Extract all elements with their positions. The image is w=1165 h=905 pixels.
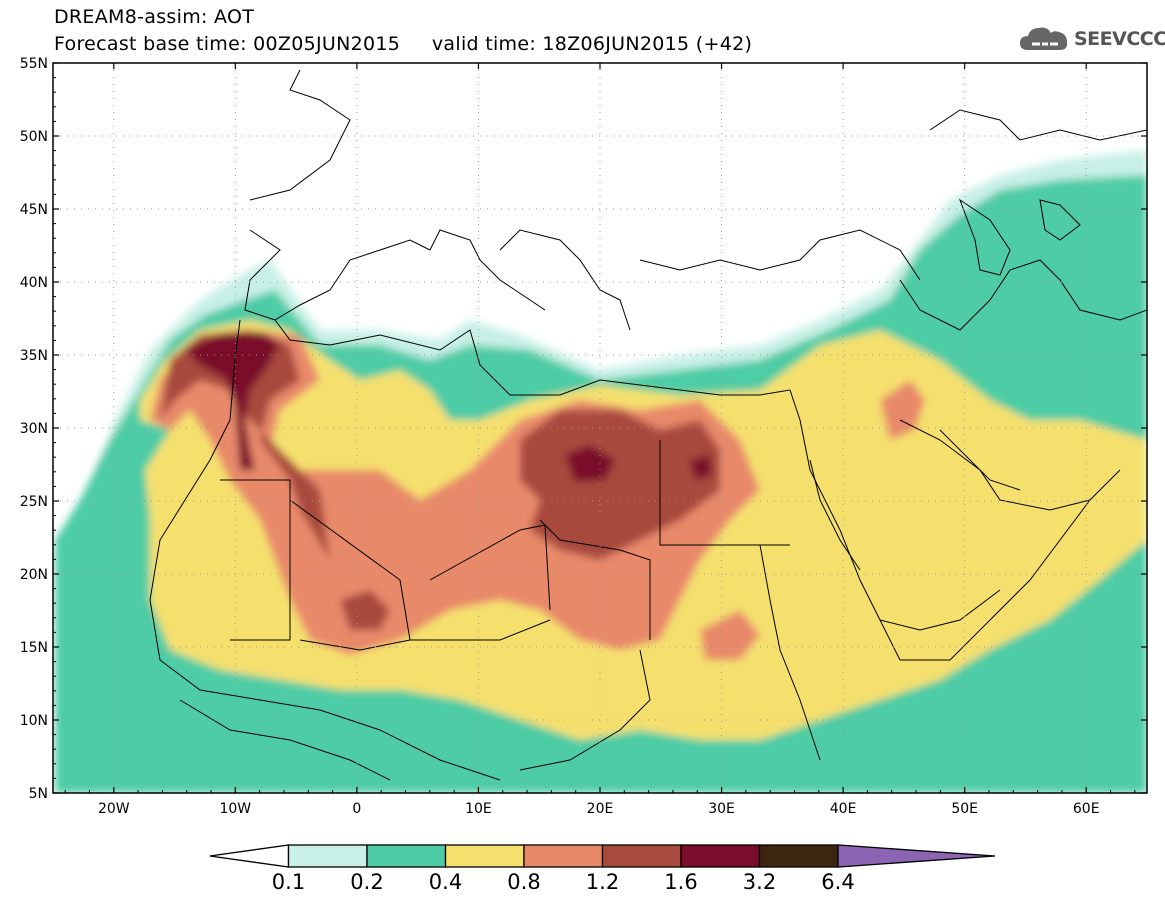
lon-label: 40E [830,801,857,817]
lon-label: 20E [587,801,614,817]
axis-ticks [53,62,1147,794]
colorbar-label: 6.4 [821,870,854,894]
coastlines [149,69,1147,781]
lon-label: 50E [951,801,978,817]
lat-label: 40N [20,275,48,291]
colorbar-label: 0.1 [272,870,305,894]
lat-label: 55N [20,56,48,72]
lat-label: 15N [20,640,48,656]
lat-label: 35N [20,348,48,364]
colorbar-segment [758,844,839,868]
lat-label: 25N [20,494,48,510]
aot-shading [55,150,1147,793]
longitude-labels: 20W 10W 0 10E 20E 30E 40E 50E 60E [98,801,1100,817]
lat-label: 30N [20,421,48,437]
colorbar-label: 3.2 [743,870,776,894]
colorbar [209,844,996,868]
lat-label: 10N [20,713,48,729]
colorbar-segment [366,844,447,868]
colorbar-segment [601,844,682,868]
gridlines [53,63,1147,793]
colorbar-segment [680,844,761,868]
colorbar-min-arrow [209,844,290,868]
lat-label: 5N [29,786,48,802]
lat-label: 45N [20,202,48,218]
lon-label: 20W [98,801,130,817]
colorbar-label: 1.6 [664,870,697,894]
lat-label: 50N [20,129,48,145]
seevccc-logo: SEEVCCC [1018,22,1165,56]
lon-label: 30E [708,801,735,817]
colorbar-segment [444,844,525,868]
map-title: DREAM8-assim: AOT [54,6,255,28]
lon-label: 10E [465,801,492,817]
forecast-time-line: Forecast base time: 00Z05JUN2015 valid t… [54,33,753,55]
colorbar-label: 0.2 [350,870,383,894]
lon-label: 10W [219,801,251,817]
logo-text: SEEVCCC [1074,28,1165,50]
colorbar-label: 0.8 [507,870,540,894]
lat-label: 20N [20,567,48,583]
cloud-icon [1020,27,1068,50]
colorbar-segment [523,844,604,868]
colorbar-segment [287,844,368,868]
colorbar-labels: 0.1 0.2 0.4 0.8 1.2 1.6 3.2 6.4 [272,870,855,894]
colorbar-label: 0.4 [429,870,462,894]
colorbar-max-arrow [837,844,996,868]
lon-label: 0 [352,801,361,817]
colorbar-label: 1.2 [586,870,619,894]
latitude-labels: 55N 50N 45N 40N 35N 30N 25N 20N 15N 10N 5N [20,56,48,802]
lon-label: 60E [1073,801,1100,817]
